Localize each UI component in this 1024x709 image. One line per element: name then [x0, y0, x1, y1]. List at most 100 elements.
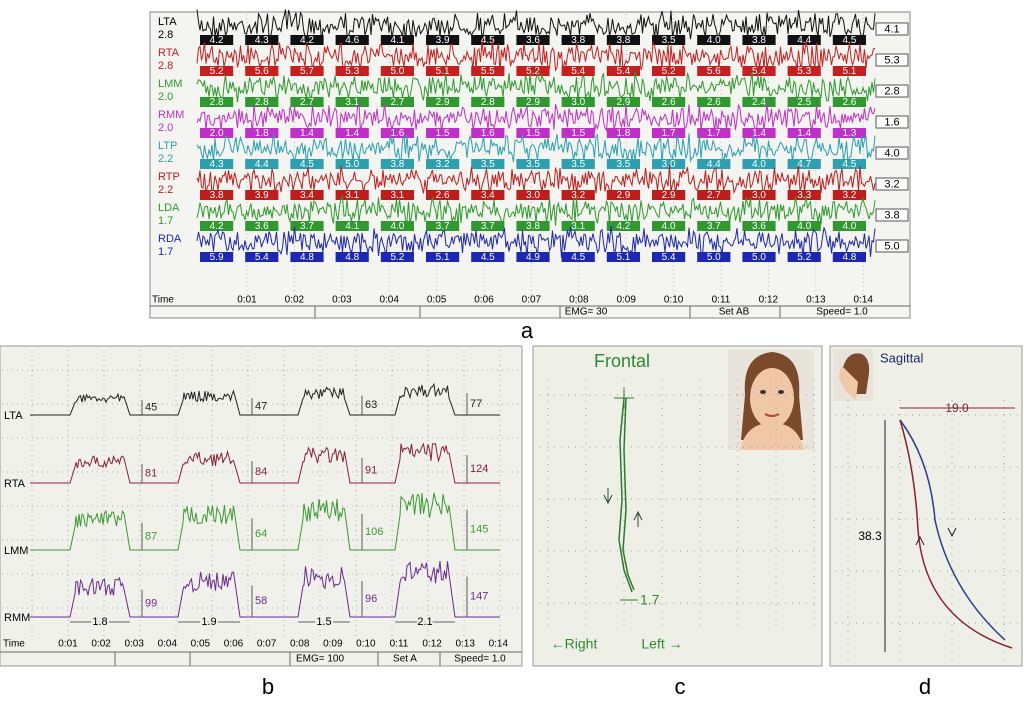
value-label: 3.1	[390, 190, 404, 201]
value-box	[652, 66, 686, 76]
current-box	[875, 53, 909, 67]
value-box	[652, 97, 686, 107]
value-label: 3.1	[571, 221, 585, 232]
time-tick: 0:02	[91, 639, 111, 650]
value-label: 4.4	[255, 159, 269, 170]
value-box	[290, 159, 324, 169]
emg-envelope	[30, 560, 500, 618]
value-box	[471, 190, 505, 200]
time-tick: 0:12	[422, 639, 442, 650]
value-box	[787, 35, 821, 45]
time-tick: 0:08	[290, 639, 310, 650]
emg-trace	[196, 225, 876, 259]
status-text: Speed= 1.0	[816, 307, 868, 318]
value-label: 4.5	[481, 252, 495, 263]
peak-value: 81	[145, 467, 157, 479]
value-box	[245, 252, 279, 262]
value-label: 4.3	[210, 159, 224, 170]
value-box	[335, 97, 369, 107]
value-box	[697, 35, 731, 45]
emg-trace	[196, 102, 876, 135]
emg-trace	[196, 133, 876, 165]
value-box	[697, 66, 731, 76]
value-label: 4.4	[797, 35, 811, 46]
value-label: 1.4	[345, 128, 359, 139]
channel-gain: 1.7	[158, 215, 173, 227]
duration-label: 2.1	[417, 616, 432, 628]
duration-label: 1.5	[316, 616, 331, 628]
value-label: 1.5	[526, 128, 540, 139]
time-tick: 0:09	[323, 639, 343, 650]
value-box	[426, 190, 460, 200]
value-box	[471, 66, 505, 76]
value-box	[516, 128, 550, 138]
value-box	[832, 66, 866, 76]
value-box	[245, 97, 279, 107]
time-tick: 0:14	[853, 295, 873, 306]
current-label: 1.6	[884, 116, 899, 128]
value-box	[606, 97, 640, 107]
value-label: 5.4	[255, 252, 269, 263]
channel-name: LTA	[158, 16, 177, 28]
value-box	[335, 190, 369, 200]
value-box	[787, 252, 821, 262]
arrow	[947, 527, 957, 538]
value-box	[426, 97, 460, 107]
time-tick: 0:07	[522, 295, 542, 306]
value-label: 5.2	[210, 66, 224, 77]
peak-value: 58	[255, 595, 267, 607]
value-label: 2.8	[255, 97, 269, 108]
value-label: 5.2	[797, 252, 811, 263]
value-label: 3.0	[526, 190, 540, 201]
current-label: 4.0	[884, 147, 899, 159]
value-box	[380, 97, 414, 107]
value-box	[697, 252, 731, 262]
value-box	[832, 97, 866, 107]
value-label: 5.4	[752, 66, 766, 77]
value-box	[697, 97, 731, 107]
current-label: 5.0	[884, 240, 899, 252]
vertical-label: 38.3	[858, 529, 882, 543]
current-box	[875, 208, 909, 222]
value-label: 4.6	[345, 35, 359, 46]
value-box	[516, 159, 550, 169]
value-label: 3.8	[526, 221, 540, 232]
value-label: 3.5	[481, 159, 495, 170]
value-box	[832, 252, 866, 262]
value-label: 5.2	[662, 66, 676, 77]
value-label: 3.7	[436, 221, 450, 232]
sagittal-trace	[899, 419, 1006, 641]
value-box	[561, 221, 595, 231]
value-box	[335, 252, 369, 262]
channel-name: RTA	[4, 478, 26, 490]
value-box	[426, 252, 460, 262]
current-label: 4.1	[884, 23, 899, 35]
value-label: 3.6	[752, 221, 766, 232]
value-label: 1.7	[707, 128, 721, 139]
value-box	[561, 97, 595, 107]
value-box	[516, 97, 550, 107]
value-box	[426, 128, 460, 138]
panel-b	[0, 345, 523, 667]
value-box	[561, 252, 595, 262]
value-label: 3.8	[210, 190, 224, 201]
value-label: 1.8	[616, 128, 630, 139]
value-label: 4.2	[300, 35, 314, 46]
value-label: 3.9	[255, 190, 269, 201]
value-box	[697, 128, 731, 138]
time-tick: 0:11	[712, 295, 731, 306]
value-label: 3.5	[662, 35, 676, 46]
time-tick: 0:03	[124, 639, 144, 650]
value-label: 3.8	[616, 35, 630, 46]
value-box	[697, 159, 731, 169]
value-label: 3.7	[481, 221, 495, 232]
value-label: 3.0	[752, 190, 766, 201]
value-label: 2.6	[842, 97, 856, 108]
value-box	[606, 252, 640, 262]
value-label: 5.0	[707, 252, 721, 263]
value-label: 2.6	[436, 190, 450, 201]
time-tick: 0:01	[237, 295, 257, 306]
value-box	[426, 35, 460, 45]
value-label: 2.8	[210, 97, 224, 108]
value-label: 1.4	[797, 128, 811, 139]
